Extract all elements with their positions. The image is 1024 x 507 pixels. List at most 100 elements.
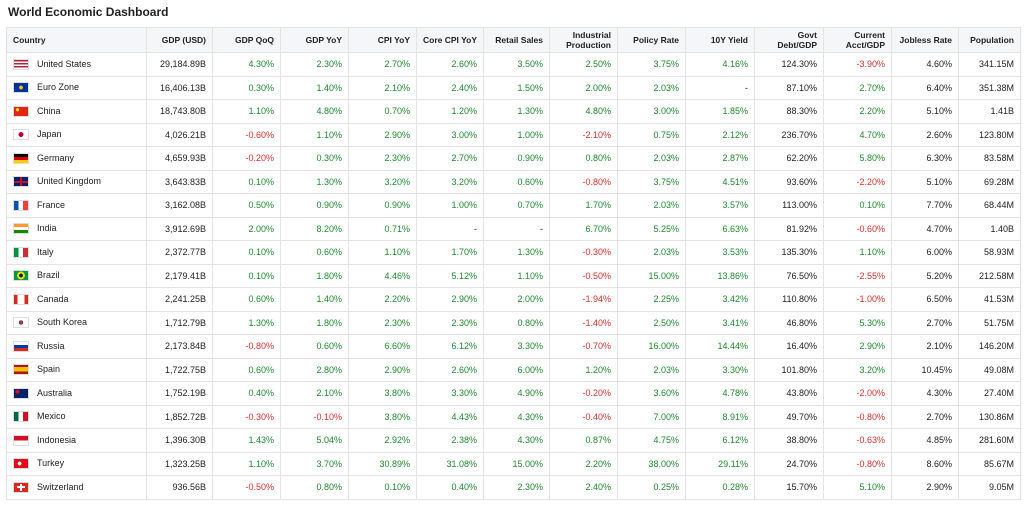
value-cell: 0.80% <box>280 475 349 500</box>
value-cell: 1.70% <box>549 193 618 218</box>
value-cell: 2.90% <box>823 334 892 359</box>
value-cell: 236.70% <box>754 122 824 147</box>
flag-icon <box>13 246 29 258</box>
country-name: India <box>37 223 57 234</box>
value-cell: 1,396.30B <box>146 428 213 453</box>
country-cell: United States <box>6 52 147 77</box>
value-cell: -2.20% <box>823 169 892 194</box>
column-header: Govt Debt/GDP <box>754 27 824 53</box>
value-cell: -0.10% <box>280 404 349 429</box>
value-cell: -0.80% <box>823 451 892 476</box>
value-cell: -2.55% <box>823 263 892 288</box>
table-row: United Kingdom 3,643.83B 0.10% 1.30% 3.20% 3.… <box>6 169 1021 194</box>
value-cell: 6.70% <box>549 216 618 241</box>
value-cell: 3,643.83B <box>146 169 213 194</box>
country-cell: Switzerland <box>6 475 147 500</box>
value-cell: 0.75% <box>617 122 686 147</box>
table-row: Switzerland 936.56B -0.50% 0.80% 0.10% 0.40% 2… <box>6 475 1021 500</box>
value-cell: 2.00% <box>212 216 281 241</box>
column-header: Industrial Production <box>549 27 618 53</box>
value-cell: 0.10% <box>348 475 417 500</box>
value-cell: 2.80% <box>280 357 349 382</box>
value-cell: 2.90% <box>891 475 959 500</box>
value-cell: 1.40% <box>280 287 349 312</box>
value-cell: 0.60% <box>483 169 550 194</box>
value-cell: -0.60% <box>823 216 892 241</box>
country-cell: Turkey <box>6 451 147 476</box>
value-cell: 130.86M <box>958 404 1021 429</box>
country-name: China <box>37 105 61 116</box>
table-row: Mexico 1,852.72B -0.30% -0.10% 3.80% 4.43% 4.3… <box>6 404 1021 429</box>
value-cell: 0.90% <box>483 146 550 171</box>
value-cell: 1.00% <box>416 193 484 218</box>
value-cell: 4.16% <box>685 52 755 77</box>
value-cell: 4.90% <box>483 381 550 406</box>
value-cell: 2,179.41B <box>146 263 213 288</box>
value-cell: 1.43% <box>212 428 281 453</box>
value-cell: 0.40% <box>212 381 281 406</box>
column-header: GDP QoQ <box>212 27 281 53</box>
value-cell: 5.10% <box>891 99 959 124</box>
table-body: United States 29,184.89B 4.30% 2.30% 2.70% 2.… <box>6 52 1021 500</box>
value-cell: -0.80% <box>823 404 892 429</box>
flag-icon <box>13 129 29 141</box>
value-cell: 1.30% <box>483 99 550 124</box>
country-cell: Spain <box>6 357 147 382</box>
value-cell: 2.03% <box>617 240 686 265</box>
country-cell: South Korea <box>6 310 147 335</box>
value-cell: 5.25% <box>617 216 686 241</box>
flag-icon <box>13 458 29 470</box>
value-cell: 3,912.69B <box>146 216 213 241</box>
value-cell: 2.10% <box>348 75 417 100</box>
value-cell: 2.20% <box>549 451 618 476</box>
value-cell: 2.50% <box>617 310 686 335</box>
country-cell: Germany <box>6 146 147 171</box>
value-cell: 6.40% <box>891 75 959 100</box>
value-cell: 6.12% <box>685 428 755 453</box>
value-cell: 2,372.77B <box>146 240 213 265</box>
table-row: France 3,162.08B 0.50% 0.90% 0.90% 1.00% 0.70%… <box>6 193 1021 218</box>
value-cell: 2.90% <box>348 122 417 147</box>
value-cell: -0.30% <box>549 240 618 265</box>
country-name: Brazil <box>37 270 60 281</box>
table-row: India 3,912.69B 2.00% 8.20% 0.71% - -6.70% 5.25… <box>6 216 1021 241</box>
value-cell: -1.94% <box>549 287 618 312</box>
value-cell: 69.28M <box>958 169 1021 194</box>
flag-icon <box>13 340 29 352</box>
value-cell: 4.60% <box>891 52 959 77</box>
value-cell: 0.28% <box>685 475 755 500</box>
value-cell: 1.40% <box>280 75 349 100</box>
value-cell: 2.90% <box>348 357 417 382</box>
country-cell: Brazil <box>6 263 147 288</box>
value-cell: 76.50% <box>754 263 824 288</box>
country-cell: Italy <box>6 240 147 265</box>
value-cell: 4.70% <box>823 122 892 147</box>
value-cell: 1.00% <box>483 122 550 147</box>
value-cell: 0.80% <box>549 146 618 171</box>
value-cell: 3.20% <box>348 169 417 194</box>
value-cell: 341.15M <box>958 52 1021 77</box>
flag-icon <box>13 434 29 446</box>
value-cell: 93.60% <box>754 169 824 194</box>
value-cell: 1.30% <box>280 169 349 194</box>
value-cell: 8.20% <box>280 216 349 241</box>
value-cell: 146.20M <box>958 334 1021 359</box>
value-cell: 1,722.75B <box>146 357 213 382</box>
value-cell: 3.00% <box>617 99 686 124</box>
value-cell: 15.00% <box>483 451 550 476</box>
value-cell: 2.40% <box>416 75 484 100</box>
value-cell: 4.80% <box>280 99 349 124</box>
value-cell: 3,162.08B <box>146 193 213 218</box>
value-cell: -0.70% <box>549 334 618 359</box>
table-row: Canada 2,241.25B 0.60% 1.40% 2.20% 2.90% 2.00%… <box>6 287 1021 312</box>
country-name: United States <box>37 58 92 69</box>
value-cell: 3.75% <box>617 169 686 194</box>
value-cell: 3.41% <box>685 310 755 335</box>
value-cell: 46.80% <box>754 310 824 335</box>
value-cell: 1.10% <box>823 240 892 265</box>
value-cell: 6.63% <box>685 216 755 241</box>
value-cell: 0.71% <box>348 216 417 241</box>
country-cell: Russia <box>6 334 147 359</box>
flag-icon <box>13 317 29 329</box>
